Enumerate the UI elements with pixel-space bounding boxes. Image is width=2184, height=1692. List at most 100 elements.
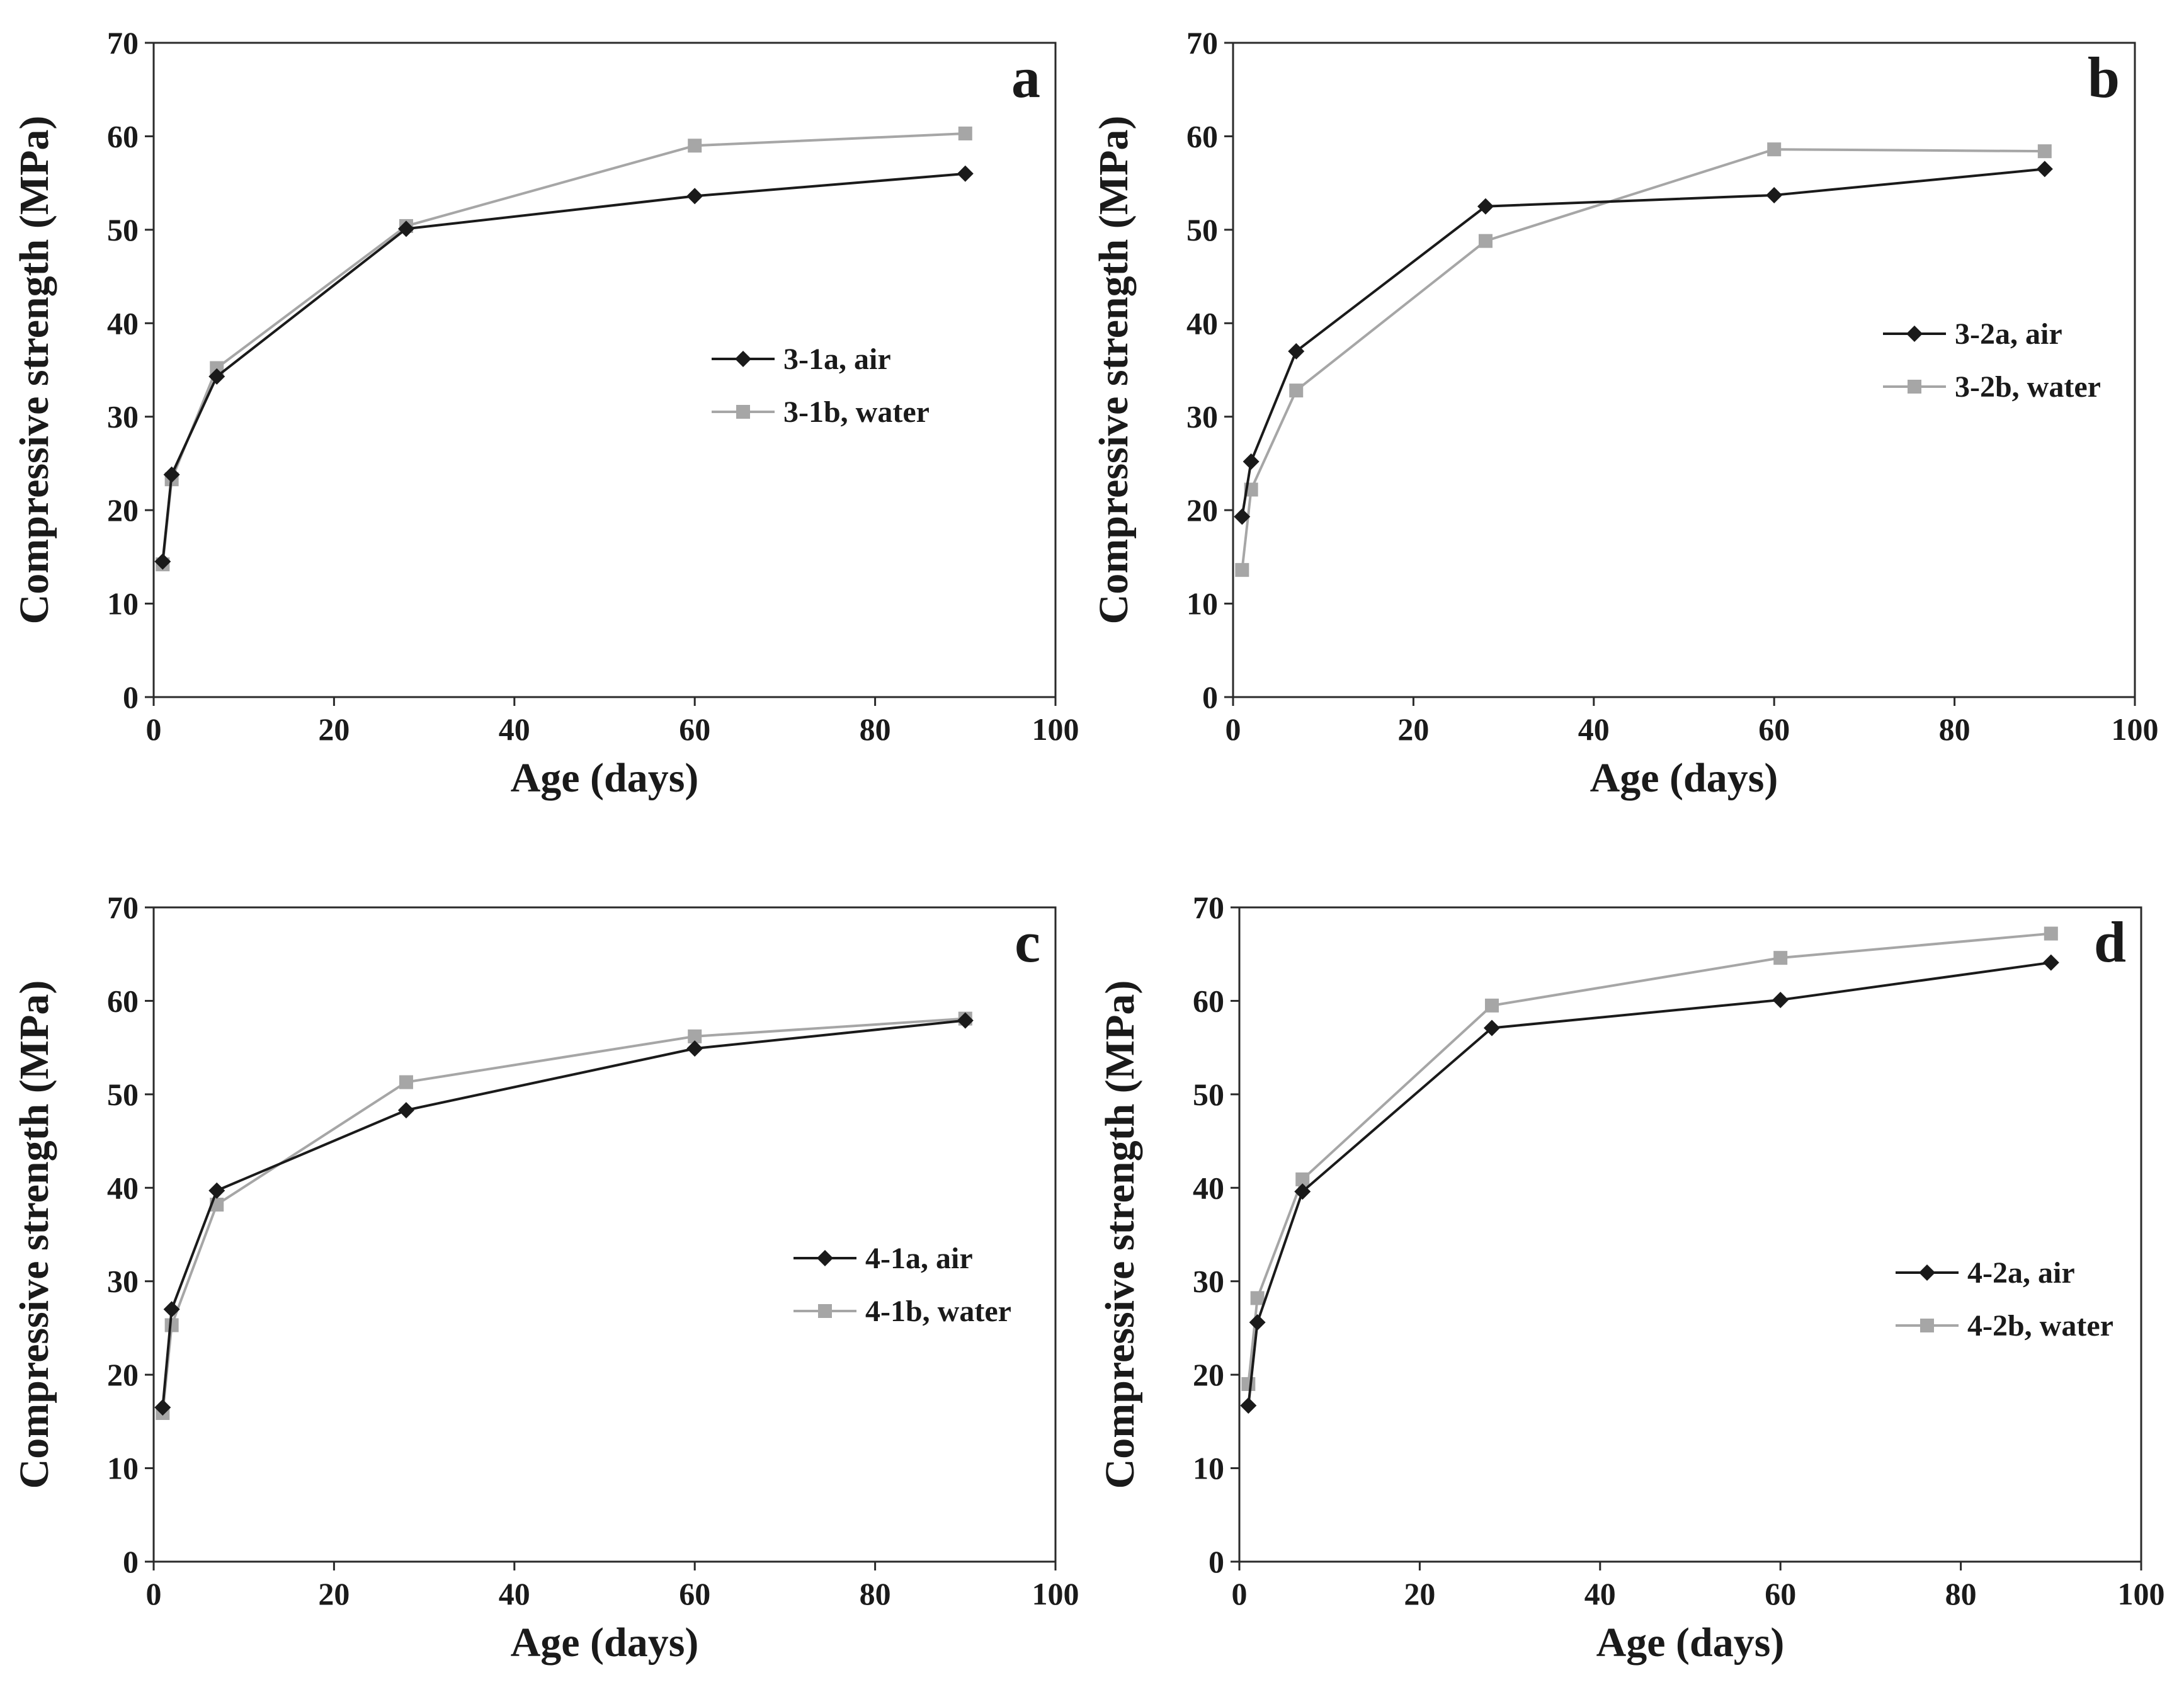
series-line — [1241, 148, 2045, 571]
data-point — [208, 368, 225, 385]
y-tick-label: 10 — [107, 586, 139, 622]
data-point — [1250, 1291, 1265, 1305]
y-tick-label: 50 — [107, 1077, 139, 1112]
y-tick-label: 60 — [107, 118, 139, 154]
y-tick-label: 40 — [107, 305, 139, 341]
series-line — [161, 1017, 965, 1414]
data-point — [2044, 926, 2058, 941]
data-point — [688, 139, 702, 153]
data-point — [154, 553, 171, 570]
y-tick-label: 20 — [107, 492, 139, 528]
y-tick-label: 50 — [107, 212, 139, 247]
legend-item: 3-2a, air — [1883, 317, 2062, 351]
x-tick-label: 0 — [146, 1576, 162, 1611]
data-point — [154, 1399, 171, 1416]
legend-square-marker — [736, 405, 750, 419]
y-tick-label: 70 — [107, 25, 139, 60]
x-tick-label: 80 — [1945, 1576, 1977, 1611]
chart-panel-c: 0 10 20 30 40 50 60 70 0 20 40 60 80 100 Age (days) Com… — [11, 890, 1079, 1666]
data-point — [397, 1102, 414, 1119]
x-tick-label: 40 — [499, 712, 530, 747]
x-axis-title: Age (days) — [1590, 755, 1778, 801]
y-tick-label: 40 — [107, 1170, 139, 1205]
data-point — [1477, 198, 1494, 215]
legend-diamond-marker — [1906, 326, 1923, 342]
y-tick-label: 20 — [107, 1357, 139, 1392]
x-tick-label: 0 — [146, 712, 162, 747]
x-tick-label: 60 — [1758, 712, 1790, 747]
series-air — [1234, 161, 2053, 525]
data-point — [397, 220, 414, 237]
legend-item: 3-1b, water — [712, 395, 930, 429]
x-tick-label: 60 — [679, 1576, 710, 1611]
data-point — [1766, 186, 1783, 203]
data-point — [1234, 508, 1251, 525]
x-tick-label: 80 — [860, 1576, 891, 1611]
x-axis-title: Age (days) — [511, 1620, 699, 1666]
data-point — [1483, 1019, 1500, 1036]
data-point — [1295, 1172, 1310, 1186]
legend-item: 4-2b, water — [1896, 1309, 2113, 1343]
y-tick-label: 10 — [1186, 586, 1218, 622]
x-tick-label: 100 — [1032, 1576, 1079, 1611]
y-tick-label: 30 — [107, 1264, 139, 1299]
y-tick-label: 20 — [1186, 492, 1218, 528]
y-axis-title: Compressive strength (MPa) — [1091, 116, 1137, 625]
x-tick-label: 100 — [2118, 1576, 2165, 1611]
y-tick-label: 50 — [1186, 212, 1218, 247]
y-axis-title: Compressive strength (MPa) — [1097, 980, 1143, 1489]
y-tick-label: 10 — [107, 1451, 139, 1486]
x-tick-label: 80 — [1939, 712, 1971, 747]
x-tick-label: 40 — [1584, 1576, 1616, 1611]
y-axis-title: Compressive strength (MPa) — [11, 116, 57, 625]
legend-square-marker — [1908, 380, 1921, 394]
x-axis-title: Age (days) — [1596, 1620, 1785, 1666]
y-tick-label: 0 — [123, 1544, 139, 1579]
data-point — [208, 1182, 225, 1199]
data-point — [1773, 951, 1788, 965]
x-tick-label: 100 — [1032, 712, 1079, 747]
x-tick-label: 20 — [318, 1576, 350, 1611]
x-tick-label: 40 — [1578, 712, 1610, 747]
series-line — [161, 172, 965, 562]
x-tick-label: 100 — [2112, 712, 2159, 747]
series-air — [154, 165, 974, 570]
legend: 3-2a, air 3-2b, water — [1883, 317, 2101, 404]
y-tick-label: 70 — [1193, 890, 1224, 925]
series-water — [1241, 926, 2058, 1391]
legend-item: 4-2a, air — [1896, 1256, 2075, 1290]
y-axis-title: Compressive strength (MPa) — [11, 980, 57, 1489]
y-tick-label: 50 — [1193, 1077, 1224, 1112]
x-tick-label: 20 — [318, 712, 350, 747]
x-tick-label: 0 — [1232, 1576, 1248, 1611]
data-point — [210, 361, 224, 375]
data-point — [1288, 343, 1305, 360]
legend-diamond-marker — [817, 1250, 833, 1266]
data-point — [957, 165, 974, 182]
series-line — [1247, 961, 2052, 1406]
series-air — [1240, 954, 2059, 1414]
plot-frame — [1238, 906, 2142, 1563]
plot-frame — [152, 42, 1057, 698]
series-line — [161, 1019, 966, 1408]
plot-frame — [1232, 42, 2136, 698]
series-line — [1241, 167, 2045, 517]
plot-frame — [152, 906, 1057, 1563]
data-point — [1478, 234, 1493, 248]
legend-square-marker — [1920, 1319, 1934, 1332]
data-point — [1767, 142, 1782, 157]
legend-label: 3-2a, air — [1955, 317, 2062, 351]
panel-letter: b — [2088, 45, 2120, 110]
legend-square-marker — [818, 1304, 832, 1318]
data-point — [686, 1040, 703, 1057]
data-point — [1772, 991, 1789, 1008]
legend-label: 3-2b, water — [1955, 370, 2101, 404]
chart-panel-b: 0 10 20 30 40 50 60 70 0 20 40 60 80 100 Age (days) Com… — [1091, 25, 2159, 801]
x-tick-label: 60 — [1765, 1576, 1796, 1611]
y-tick-label: 30 — [1193, 1264, 1224, 1299]
x-tick-label: 20 — [1397, 712, 1429, 747]
x-tick-label: 60 — [679, 712, 710, 747]
series-water — [1235, 142, 2052, 577]
y-tick-label: 0 — [1202, 679, 1218, 715]
